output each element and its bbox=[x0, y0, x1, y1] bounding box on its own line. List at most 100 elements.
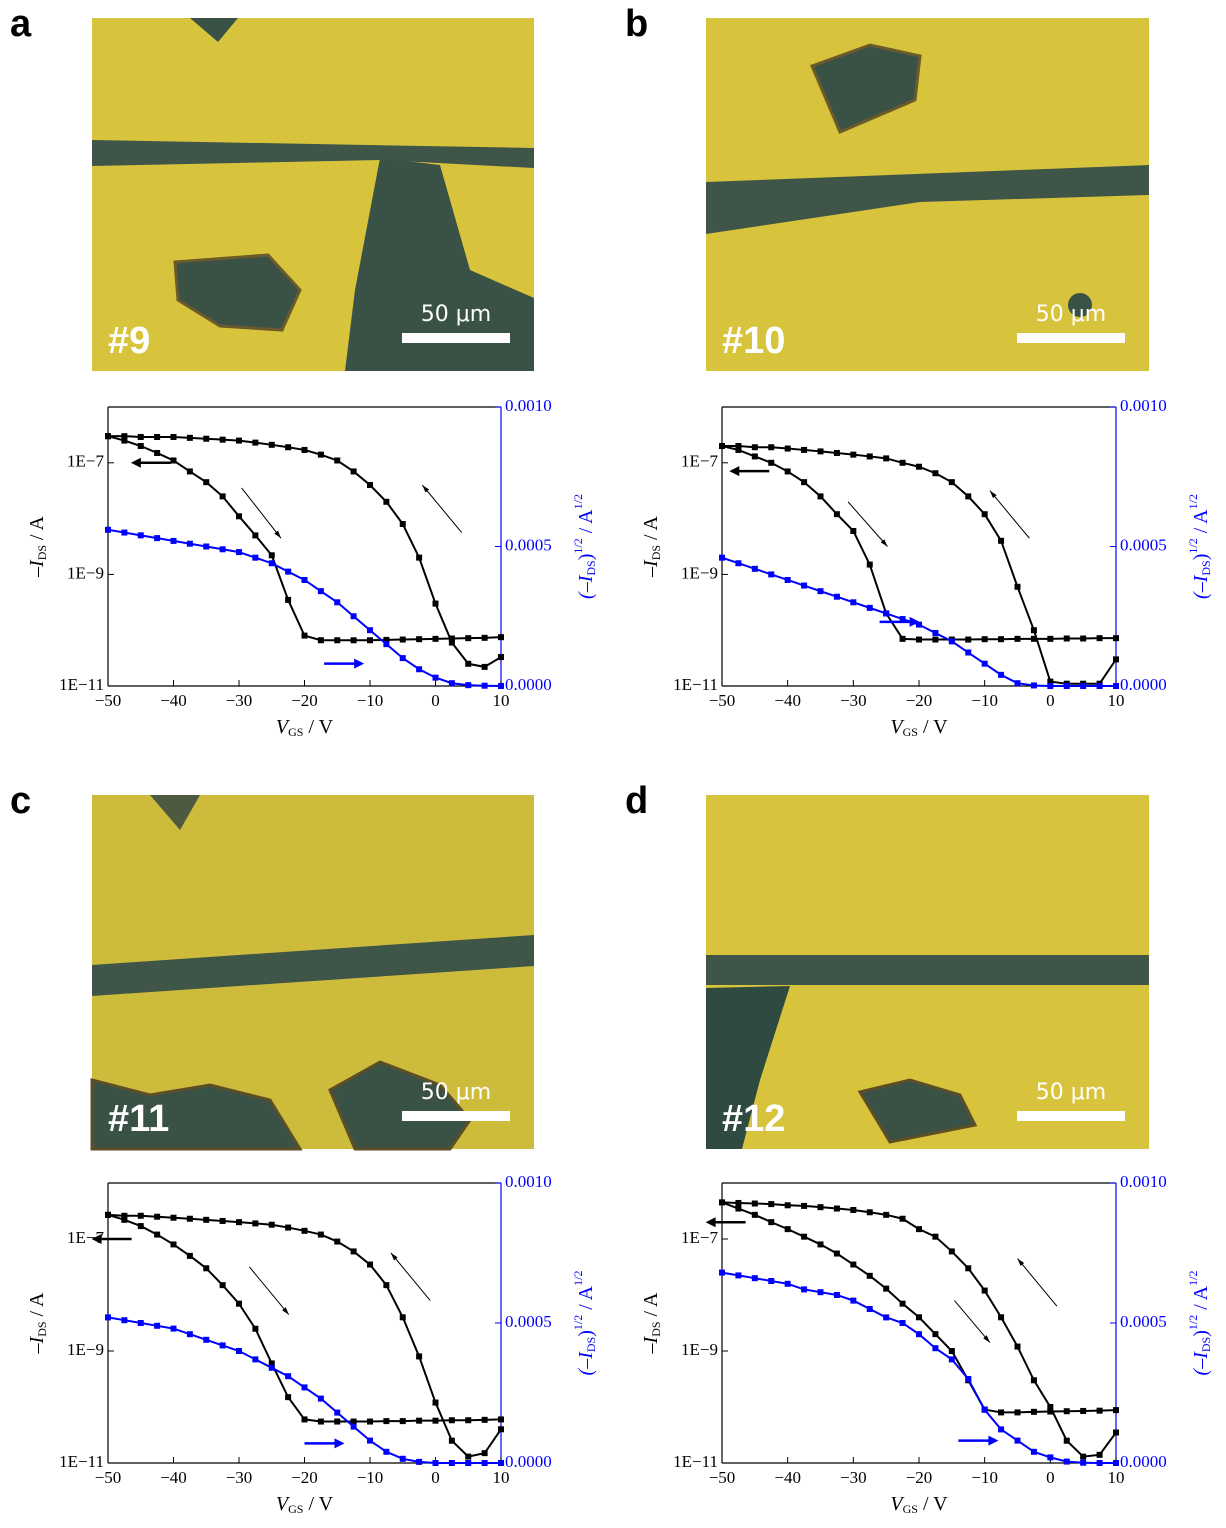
data-point bbox=[1080, 1453, 1087, 1460]
data-point bbox=[1063, 683, 1070, 689]
series-line bbox=[721, 1201, 1117, 1414]
data-point bbox=[301, 632, 308, 639]
annotation-arrowhead bbox=[130, 457, 141, 468]
scale-bar bbox=[1017, 333, 1125, 343]
data-point bbox=[301, 446, 308, 453]
data-point bbox=[465, 1417, 472, 1424]
y2-axis-unit-sup: 1/2 bbox=[1186, 1271, 1200, 1286]
data-point bbox=[965, 636, 972, 643]
data-point bbox=[932, 1345, 939, 1352]
scale-bar bbox=[1017, 1111, 1125, 1121]
annotation-arrowhead bbox=[354, 658, 365, 669]
y2-tick-label: 0.0000 bbox=[1120, 675, 1167, 694]
y2-tick-label: 0.0010 bbox=[505, 396, 552, 415]
data-point bbox=[350, 1248, 357, 1255]
data-point bbox=[1080, 683, 1087, 689]
data-point bbox=[899, 1320, 906, 1326]
x-tick-label: −40 bbox=[774, 1468, 801, 1487]
data-point bbox=[432, 1399, 439, 1406]
x-tick-label: −10 bbox=[357, 691, 384, 710]
data-point bbox=[317, 1418, 324, 1425]
x-axis-unit: / V bbox=[303, 716, 333, 738]
data-point bbox=[334, 1409, 341, 1416]
panel-letter: a bbox=[10, 3, 32, 45]
data-point bbox=[219, 1342, 226, 1349]
annotation-arrowhead bbox=[91, 1234, 102, 1244]
data-point bbox=[866, 453, 873, 460]
data-point bbox=[1047, 1408, 1054, 1415]
y2-axis-sup: 1/2 bbox=[1186, 1315, 1200, 1330]
micrograph bbox=[90, 795, 534, 1151]
data-point bbox=[350, 1418, 357, 1425]
data-point bbox=[866, 561, 873, 568]
x-axis-title: VGS / V bbox=[890, 1493, 948, 1516]
data-point bbox=[448, 1460, 455, 1466]
data-point bbox=[833, 1205, 840, 1212]
data-point bbox=[137, 1223, 144, 1230]
x-tick-label: −50 bbox=[95, 1468, 122, 1487]
data-point bbox=[121, 437, 128, 444]
data-point bbox=[301, 576, 308, 583]
data-point bbox=[735, 446, 742, 453]
data-point bbox=[268, 441, 275, 448]
data-point bbox=[1113, 683, 1119, 689]
data-point bbox=[751, 444, 758, 451]
x-tick-label: −20 bbox=[906, 1468, 933, 1487]
series-line bbox=[721, 1271, 1116, 1464]
series-line bbox=[107, 1213, 502, 1423]
data-point bbox=[383, 641, 390, 648]
y-tick-label: 1E−7 bbox=[681, 452, 718, 471]
data-point bbox=[965, 649, 972, 656]
data-point bbox=[203, 1336, 210, 1343]
sweep-arrowhead bbox=[390, 1253, 398, 1261]
data-point bbox=[236, 513, 242, 520]
data-point bbox=[784, 1202, 791, 1209]
data-point bbox=[932, 1331, 939, 1338]
x-tick-label: −20 bbox=[906, 691, 933, 710]
sample-label: #12 bbox=[722, 1098, 785, 1140]
sweep-arrow bbox=[249, 1266, 290, 1315]
sweep-arrowhead bbox=[422, 485, 430, 493]
data-point bbox=[170, 1325, 177, 1332]
x-tick-label: 10 bbox=[1108, 691, 1125, 710]
data-point bbox=[219, 1217, 226, 1224]
data-point bbox=[170, 433, 177, 440]
data-point bbox=[817, 448, 824, 455]
data-point bbox=[416, 554, 423, 561]
data-point bbox=[751, 565, 758, 572]
data-point bbox=[170, 1241, 177, 1248]
data-point bbox=[203, 1265, 210, 1272]
data-point bbox=[268, 1221, 275, 1228]
data-point bbox=[932, 636, 939, 643]
data-point bbox=[105, 1314, 111, 1321]
y2-tick-label: 0.0010 bbox=[1120, 396, 1167, 415]
data-point bbox=[317, 1231, 324, 1238]
data-point bbox=[948, 638, 955, 645]
data-point bbox=[866, 1306, 873, 1312]
data-point bbox=[481, 682, 488, 689]
sweep-arrowhead bbox=[989, 490, 997, 499]
data-point bbox=[801, 1286, 808, 1293]
y-axis-sub: DS bbox=[35, 545, 49, 560]
data-point bbox=[170, 537, 177, 544]
data-point bbox=[751, 453, 758, 460]
data-point bbox=[481, 634, 488, 641]
data-point bbox=[383, 1282, 390, 1289]
data-point bbox=[768, 459, 775, 466]
data-point bbox=[899, 1215, 906, 1222]
data-point bbox=[498, 634, 504, 641]
data-point bbox=[998, 636, 1005, 643]
data-point bbox=[154, 1231, 161, 1238]
x-axis-sub: GS bbox=[288, 1502, 303, 1516]
y-tick-label: 1E−9 bbox=[681, 563, 718, 582]
data-point bbox=[817, 1204, 824, 1211]
data-point bbox=[154, 449, 161, 456]
data-point bbox=[301, 1416, 308, 1423]
data-point bbox=[448, 1437, 455, 1444]
data-point bbox=[481, 663, 488, 670]
data-point bbox=[465, 1453, 472, 1460]
y2-axis-unit-sup: 1/2 bbox=[571, 494, 585, 509]
data-point bbox=[1030, 635, 1037, 642]
data-point bbox=[899, 1300, 906, 1307]
data-point bbox=[850, 451, 857, 458]
